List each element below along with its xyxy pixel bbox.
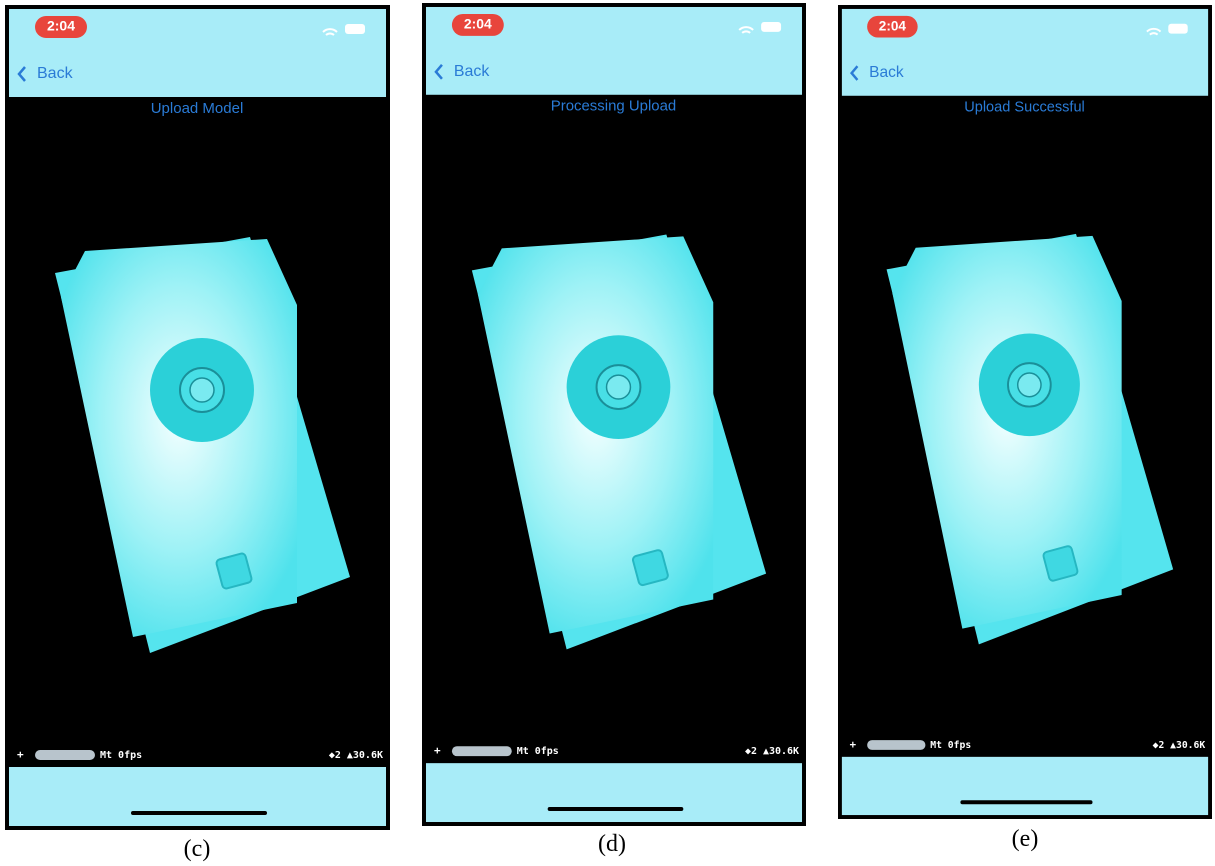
stats-right: ◆2 ▲30.6K [329, 750, 383, 761]
battery-icon [345, 24, 365, 34]
page: 2:04 Back Upload Model + Mt 0fps ◆2 ▲30.… [0, 0, 1215, 866]
bottom-bar [9, 767, 386, 826]
stats-bar [452, 746, 512, 756]
bottom-bar [426, 763, 802, 822]
screen-title: Upload Model [151, 100, 244, 117]
stats-plus: + [17, 748, 24, 761]
back-button[interactable]: Back [454, 63, 489, 80]
stats-bar [35, 750, 95, 760]
stats-bar [867, 740, 925, 750]
stats-right: ◆2 ▲30.6K [745, 746, 799, 757]
stats-fps: Mt 0fps [100, 750, 142, 761]
caption: (e) [985, 826, 1065, 853]
status-time: 2:04 [879, 18, 907, 33]
stats-right: ◆2 ▲30.6K [1153, 740, 1206, 751]
screen-title: Processing Upload [551, 98, 677, 115]
phone-screen: 2:04 Back Upload Model + Mt 0fps ◆2 ▲30.… [5, 5, 390, 830]
battery-icon [1168, 24, 1187, 34]
status-time: 2:04 [464, 16, 492, 32]
caption: (c) [157, 836, 237, 863]
stats-plus: + [434, 744, 441, 757]
stats-fps: Mt 0fps [517, 746, 559, 757]
battery-icon [761, 22, 781, 32]
phone-screen: 2:04 Back Upload Successful + Mt 0fps ◆2… [838, 5, 1212, 819]
back-button[interactable]: Back [37, 65, 74, 82]
stats-fps: Mt 0fps [930, 740, 971, 751]
status-time: 2:04 [47, 18, 75, 34]
bottom-bar [842, 757, 1208, 815]
screen-title: Upload Successful [964, 99, 1085, 115]
back-button[interactable]: Back [869, 64, 904, 81]
stats-plus: + [850, 738, 857, 751]
phone-screen: 2:04 Back Processing Upload + Mt 0fps ◆2… [422, 3, 806, 826]
caption: (d) [572, 831, 652, 858]
